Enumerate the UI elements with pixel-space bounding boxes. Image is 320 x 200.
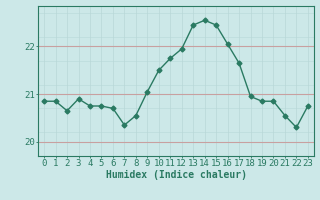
- X-axis label: Humidex (Indice chaleur): Humidex (Indice chaleur): [106, 170, 246, 180]
